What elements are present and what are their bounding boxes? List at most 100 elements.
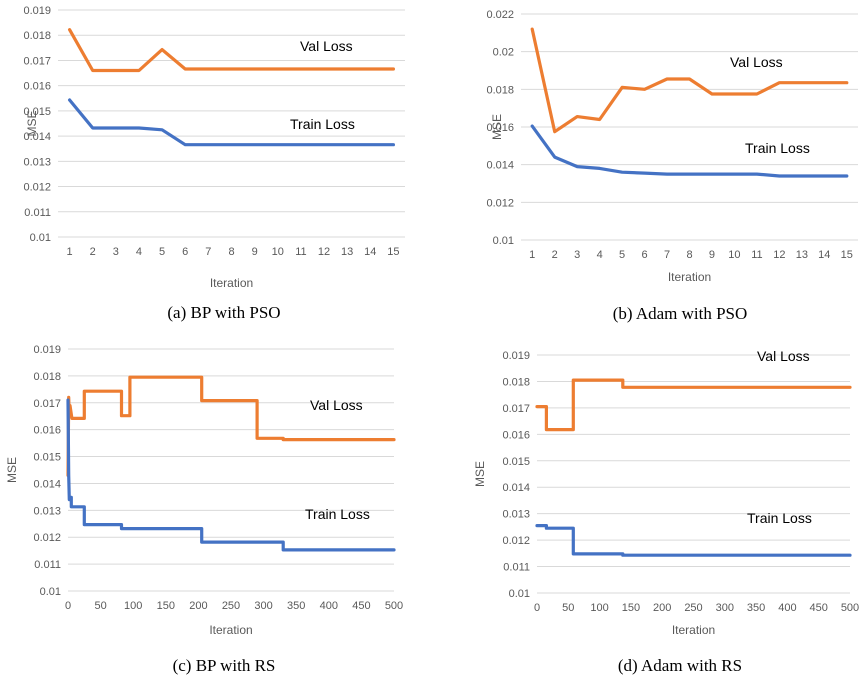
x-tick-label: 150 [157,600,175,612]
y-tick-label: 0.022 [486,9,514,21]
x-tick-label: 0 [534,602,540,614]
x-tick-label: 50 [94,600,106,612]
x-tick-label: 14 [364,246,376,258]
x-tick-label: 7 [664,249,670,261]
y-tick-label: 0.018 [486,84,514,96]
y-tick-label: 0.012 [502,535,530,547]
x-tick-label: 11 [295,246,306,258]
y-tick-label: 0.016 [502,429,530,441]
y-axis-title: MSE [5,457,19,483]
x-tick-label: 9 [252,246,258,258]
x-tick-label: 300 [254,600,272,612]
x-tick-label: 8 [228,246,234,258]
x-tick-label: 7 [205,246,211,258]
x-tick-label: 10 [272,246,284,258]
x-tick-label: 8 [686,249,692,261]
x-tick-label: 1 [529,249,535,261]
y-tick-label: 0.014 [23,131,51,143]
x-tick-label: 400 [778,602,796,614]
train-loss-label: Train Loss [290,116,355,132]
train-loss-label: Train Loss [745,140,810,156]
x-tick-label: 1 [67,246,73,258]
train-loss-line [67,98,395,147]
y-tick-label: 0.016 [486,122,514,134]
x-tick-label: 500 [841,602,859,614]
x-axis-title: Iteration [668,270,711,284]
val-loss-line [535,378,852,432]
x-tick-label: 250 [222,600,240,612]
val-loss-line [67,28,395,73]
y-tick-label: 0.017 [502,403,530,415]
x-tick-label: 200 [189,600,207,612]
val-loss-line [530,27,849,134]
x-tick-label: 100 [124,600,142,612]
x-tick-label: 11 [751,249,762,261]
x-tick-label: 5 [619,249,625,261]
x-tick-label: 300 [716,602,734,614]
y-axis-title: MSE [25,110,39,136]
y-tick-label: 0.01 [30,232,51,244]
val-loss-label: Val Loss [730,54,783,70]
y-tick-label: 0.014 [33,478,61,490]
y-tick-label: 0.018 [33,371,61,383]
x-tick-label: 450 [352,600,370,612]
x-tick-label: 10 [728,249,740,261]
y-tick-label: 0.016 [33,425,61,437]
y-axis-title: MSE [490,114,504,140]
x-tick-label: 6 [182,246,188,258]
x-tick-label: 13 [341,246,353,258]
chart-panel-4: 0.01 0.011 0.012 0.013 0.014 0.015 0.016 0.017 0… [473,348,859,675]
y-axis-title: MSE [473,461,487,487]
panel-caption: (a) BP with PSO [167,303,280,322]
y-tick-label: 0.01 [509,588,530,600]
x-axis-title: Iteration [672,623,715,637]
x-axis-title: Iteration [210,276,253,290]
x-tick-label: 350 [747,602,765,614]
x-tick-label: 9 [709,249,715,261]
val-loss-label: Val Loss [310,397,363,413]
val-loss-label: Val Loss [757,348,810,364]
x-tick-label: 6 [642,249,648,261]
val-loss-line [66,375,396,477]
x-tick-label: 5 [159,246,165,258]
y-tick-label: 0.011 [24,207,51,219]
y-tick-label: 0.015 [502,456,530,468]
x-tick-label: 15 [841,249,853,261]
y-tick-label: 0.014 [486,160,514,172]
y-tick-label: 0.019 [23,5,51,17]
panel-caption: (d) Adam with RS [618,656,742,675]
y-tick-label: 0.018 [502,376,530,388]
y-tick-label: 0.01 [493,235,514,247]
x-tick-label: 4 [136,246,142,258]
chart-panel-1: 0.01 0.011 0.012 0.013 0.014 0.015 0.016 0.017 0… [23,5,405,322]
y-tick-label: 0.019 [502,350,530,362]
train-loss-line [66,398,396,552]
x-tick-label: 3 [113,246,119,258]
x-tick-label: 0 [65,600,71,612]
val-loss-label: Val Loss [300,38,353,54]
y-tick-label: 0.019 [33,344,61,356]
x-tick-label: 12 [318,246,330,258]
train-loss-label: Train Loss [747,510,812,526]
y-tick-label: 0.02 [493,47,514,59]
y-tick-label: 0.012 [486,197,514,209]
y-tick-label: 0.015 [33,452,61,464]
y-tick-label: 0.013 [33,505,61,517]
x-tick-label: 12 [773,249,785,261]
y-tick-label: 0.013 [502,509,530,521]
y-tick-label: 0.013 [23,156,51,168]
x-tick-label: 4 [597,249,603,261]
y-tick-label: 0.012 [33,532,61,544]
y-tick-label: 0.01 [40,586,61,598]
x-tick-label: 150 [622,602,640,614]
y-tick-label: 0.011 [34,559,61,571]
y-tick-label: 0.015 [23,106,51,118]
x-tick-label: 100 [590,602,608,614]
train-loss-line [535,523,852,557]
x-tick-label: 2 [552,249,558,261]
x-tick-label: 500 [385,600,403,612]
x-tick-label: 400 [320,600,338,612]
y-tick-label: 0.014 [502,482,530,494]
train-loss-line [530,124,849,178]
